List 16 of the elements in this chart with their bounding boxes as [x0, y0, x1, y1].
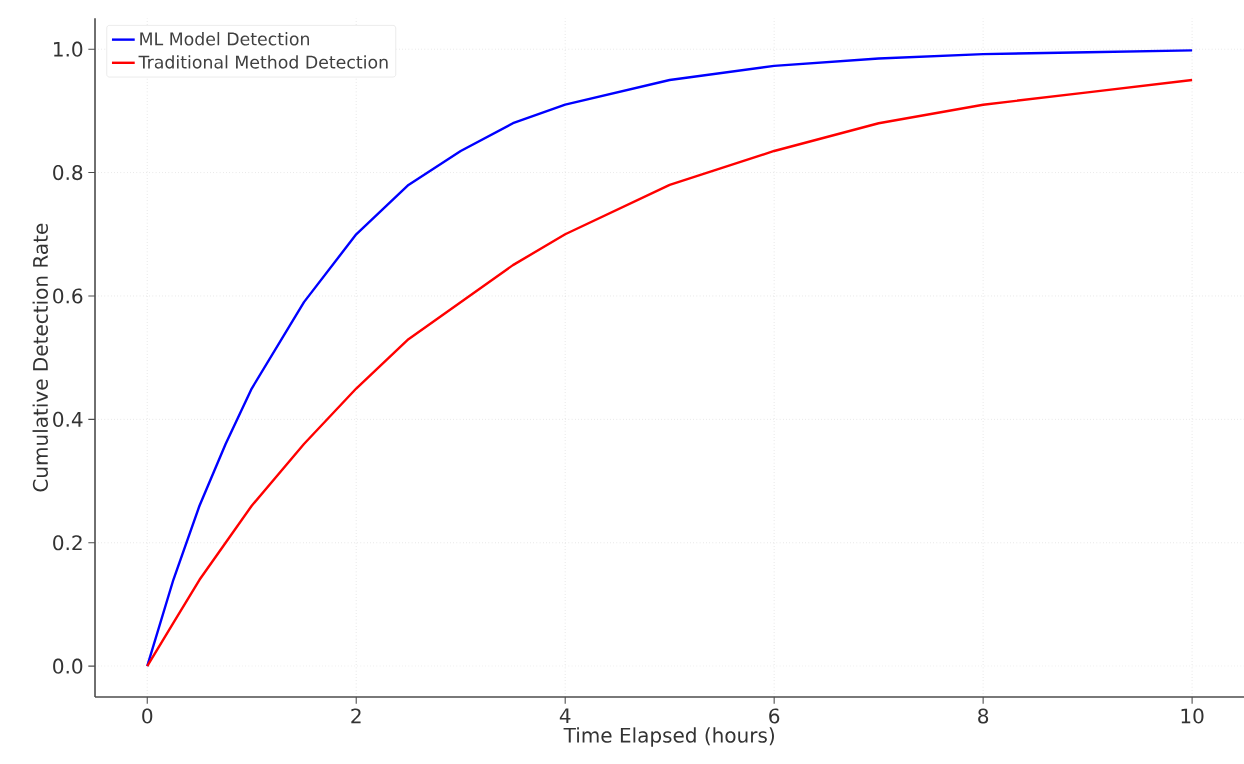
y-tick-label: 0.2 [53, 535, 82, 551]
x-axis-title: Time Elapsed (hours) [563, 727, 774, 747]
x-tick-label: 2 [351, 708, 361, 724]
x-tick-label: 10 [1181, 708, 1204, 724]
legend-label: ML Model Detection [140, 32, 309, 46]
x-tick-label: 0 [142, 708, 153, 724]
y-tick-label: 0.6 [53, 288, 83, 304]
y-tick-label: 1.0 [54, 41, 83, 57]
y-tick-label: 0.8 [53, 165, 83, 181]
y-tick-label: 0.4 [53, 411, 83, 427]
legend-label: Traditional Method Detection [138, 55, 388, 69]
x-tick-label: 8 [978, 708, 989, 724]
x-tick-label: 6 [769, 708, 780, 724]
x-tick-label: 4 [559, 708, 571, 723]
y-axis-title: Cumulative Detection Rate [32, 223, 49, 492]
y-tick-label: 0.0 [53, 658, 83, 674]
